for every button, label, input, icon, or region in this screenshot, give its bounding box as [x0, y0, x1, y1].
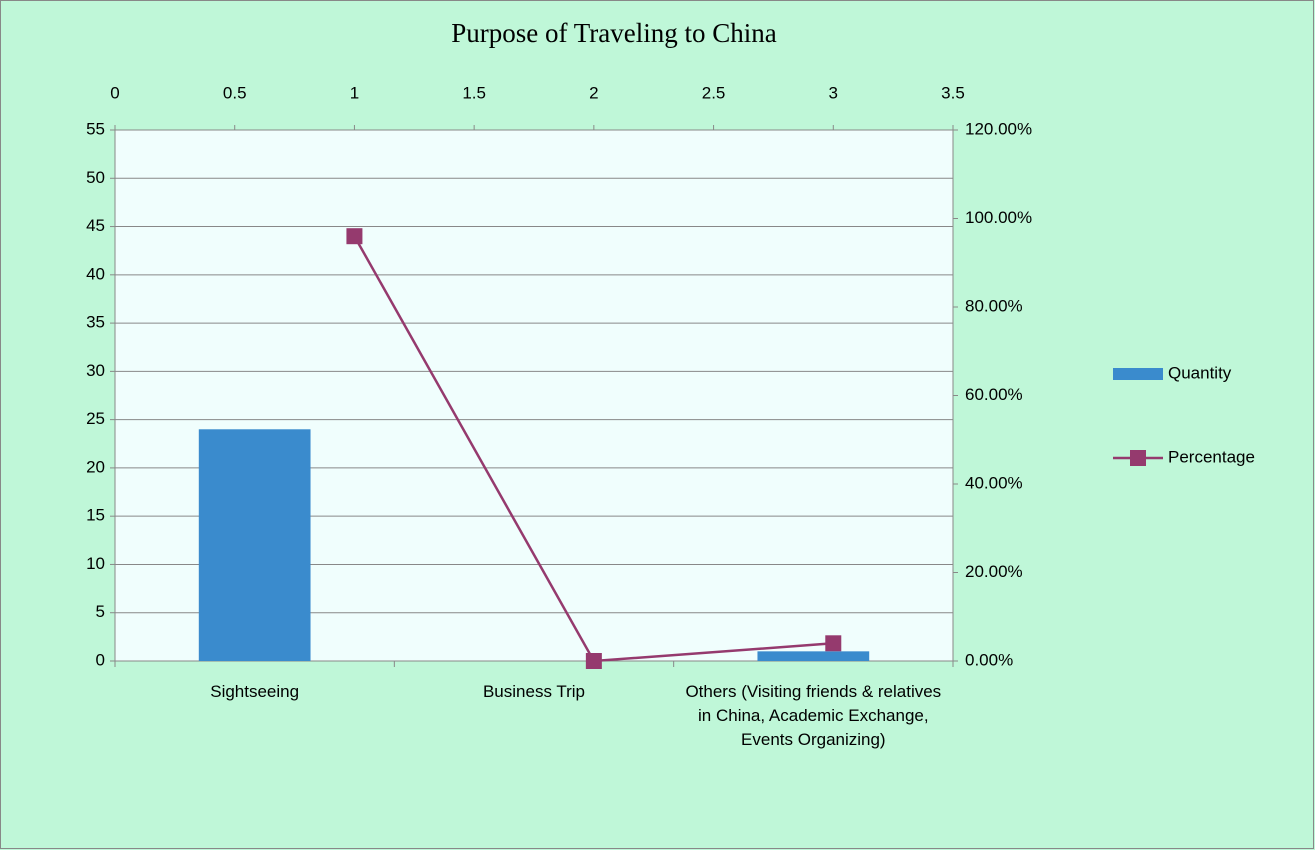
y-tick-label: 55	[86, 119, 105, 138]
legend-marker	[1130, 450, 1146, 466]
y-tick-label: 25	[86, 409, 105, 428]
y2-tick-label: 80.00%	[965, 296, 1023, 315]
x-tick-label: Business Trip	[482, 682, 586, 701]
legend-label: Percentage	[1168, 447, 1255, 466]
y-tick-label: 5	[96, 602, 105, 621]
y-tick-label: 45	[86, 216, 105, 235]
legend-label: Quantity	[1168, 363, 1232, 382]
x2-tick-label: 1	[350, 83, 359, 102]
y2-tick-label: 60.00%	[965, 385, 1023, 404]
line-marker	[585, 653, 602, 669]
y2-tick-label: 100.00%	[965, 208, 1032, 227]
bar	[198, 429, 311, 661]
x-tick-label: Others (Visiting friends & relatives in …	[685, 682, 942, 749]
y-tick-label: 30	[86, 361, 105, 380]
x2-tick-label: 1.5	[462, 83, 486, 102]
bar	[757, 651, 870, 661]
x2-tick-label: 3	[829, 83, 838, 102]
y2-tick-label: 0.00%	[965, 650, 1013, 669]
y-tick-label: 15	[86, 506, 105, 525]
y-tick-label: 20	[86, 457, 105, 476]
y-tick-label: 10	[86, 554, 105, 573]
x2-tick-label: 0.5	[223, 83, 247, 102]
y-tick-label: 35	[86, 313, 105, 332]
x2-tick-label: 2.5	[702, 83, 726, 102]
chart-title: Purpose of Traveling to China	[451, 18, 777, 48]
y2-tick-label: 20.00%	[965, 562, 1023, 581]
y2-tick-label: 40.00%	[965, 473, 1023, 492]
x2-tick-label: 2	[589, 83, 598, 102]
line-marker	[825, 635, 842, 652]
y-tick-label: 0	[96, 650, 105, 669]
x2-tick-label: 3.5	[941, 83, 965, 102]
line-marker	[346, 228, 363, 245]
y-tick-label: 40	[86, 264, 105, 283]
legend-swatch	[1113, 368, 1163, 380]
y2-tick-label: 120.00%	[965, 119, 1032, 138]
x-tick-label: Sightseeing	[210, 682, 300, 701]
y-tick-label: 50	[86, 168, 105, 187]
x2-tick-label: 0	[110, 83, 119, 102]
